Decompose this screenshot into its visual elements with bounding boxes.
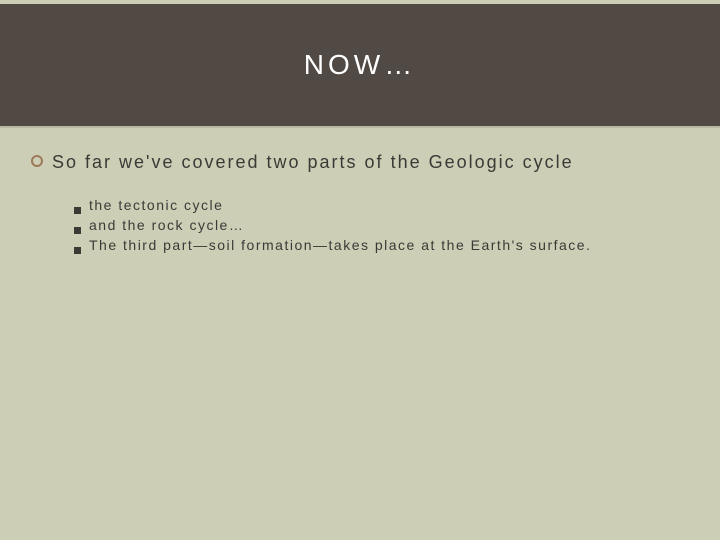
square-bullet-icon	[74, 207, 81, 214]
level1-item: So far we've covered two parts of the Ge…	[30, 152, 700, 173]
level1-list: So far we've covered two parts of the Ge…	[30, 152, 700, 173]
square-bullet-icon	[74, 247, 81, 254]
level2-item: the tectonic cycle	[74, 197, 700, 213]
level2-text: and the rock cycle…	[89, 217, 244, 233]
level2-list: the tectonic cycle and the rock cycle… T…	[30, 197, 700, 253]
level2-item: The third part—soil formation—takes plac…	[74, 237, 700, 253]
square-bullet-icon	[74, 227, 81, 234]
slide-title: NOW…	[304, 49, 416, 81]
circle-bullet-icon	[30, 154, 44, 168]
slide-content: So far we've covered two parts of the Ge…	[0, 128, 720, 253]
slide-header: NOW…	[0, 0, 720, 128]
level2-item: and the rock cycle…	[74, 217, 700, 233]
level1-text: So far we've covered two parts of the Ge…	[52, 152, 574, 173]
level2-text: The third part—soil formation—takes plac…	[89, 237, 591, 253]
level2-text: the tectonic cycle	[89, 197, 223, 213]
